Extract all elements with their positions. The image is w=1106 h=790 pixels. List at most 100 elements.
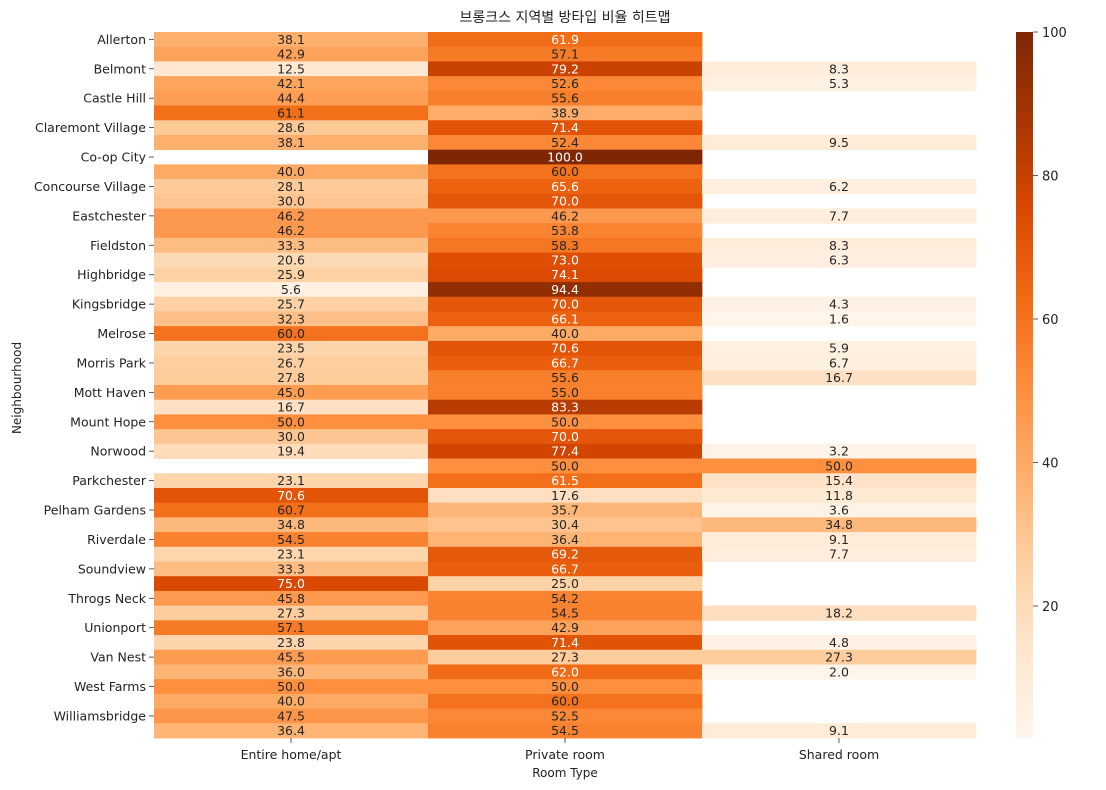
cell-value-labels: 38.1 61.9 42.9 57.1 12.5 79.2 8.3 42.1 52.6 5.3 44… [277, 32, 853, 738]
cell-value-label: 54.5 [551, 723, 579, 738]
cell-value-label: 55.6 [551, 91, 579, 106]
heatmap-cell [428, 76, 703, 92]
heatmap-cell [702, 252, 977, 268]
heatmap-cell [702, 134, 977, 151]
y-tick-label: Throgs Neck [67, 591, 146, 606]
cell-value-label: 27.3 [277, 605, 305, 620]
heatmap-cell [428, 590, 703, 607]
cell-value-label: 27.3 [551, 650, 579, 665]
heatmap-cell [154, 414, 429, 430]
heatmap-cell [154, 385, 429, 401]
heatmap-cell [154, 120, 429, 136]
cell-value-label: 4.8 [829, 635, 849, 650]
colorbar-tick-label: 20 [1042, 600, 1059, 615]
heatmap-cell [154, 223, 429, 239]
x-tick-label: Shared room [799, 747, 879, 762]
heatmap-cell [154, 76, 429, 92]
heatmap-cell [702, 61, 977, 77]
cell-value-label: 23.5 [277, 341, 305, 356]
heatmap-cell [702, 76, 977, 92]
cell-value-label: 46.2 [277, 208, 305, 223]
cell-value-label: 94.4 [551, 282, 579, 297]
heatmap-cell [428, 149, 703, 165]
cell-value-label: 34.8 [277, 517, 305, 532]
heatmap-cell [428, 326, 703, 342]
cell-value-label: 23.1 [277, 547, 305, 562]
heatmap-cell [154, 532, 429, 548]
cell-value-label: 28.1 [277, 179, 305, 194]
cell-value-label: 70.0 [551, 429, 579, 444]
heatmap-cell [428, 693, 703, 709]
x-tick-label: Entire home/apt [241, 747, 342, 762]
cell-value-label: 6.2 [829, 179, 849, 194]
heatmap-cell [428, 487, 703, 504]
heatmap-cell [702, 605, 977, 621]
heatmap-cell [428, 179, 703, 195]
cell-value-label: 30.0 [277, 429, 305, 444]
cell-value-label: 34.8 [825, 517, 853, 532]
heatmap-cell [428, 267, 703, 283]
cell-value-label: 60.0 [277, 326, 305, 341]
cell-value-label: 33.3 [277, 561, 305, 576]
chart-title: 브롱크스 지역별 방타입 비율 히트맵 [460, 10, 671, 26]
heatmap-cell [154, 237, 429, 254]
heatmap-cell [154, 340, 429, 356]
cell-value-label: 70.0 [551, 297, 579, 312]
heatmap-cell [702, 487, 977, 504]
heatmap-cell [702, 370, 977, 386]
heatmap-cell [428, 443, 703, 459]
colorbar [1016, 32, 1033, 738]
heatmap-cell [428, 32, 703, 48]
y-tick-label: Van Nest [90, 650, 146, 665]
cell-value-label: 5.9 [829, 341, 849, 356]
cell-value-label: 8.3 [829, 238, 849, 253]
cell-value-label: 38.1 [277, 32, 305, 47]
heatmap-cell [428, 679, 703, 695]
cell-value-label: 60.0 [551, 164, 579, 179]
cell-value-label: 83.3 [551, 400, 579, 415]
heatmap-cell [428, 546, 703, 562]
cell-value-label: 100.0 [547, 150, 583, 165]
heatmap-cell [702, 458, 977, 474]
heatmap-cell [428, 649, 703, 665]
y-axis-ticks: Allerton Belmont Castle Hill Claremont Vill… [34, 32, 154, 723]
heatmap-cell [428, 223, 703, 239]
x-axis-ticks: Entire home/apt Private room Shared room [241, 738, 879, 762]
heatmap-cell [154, 664, 429, 680]
heatmap-cell [702, 517, 977, 533]
cell-value-label: 57.1 [277, 620, 305, 635]
heatmap-cell [154, 693, 429, 709]
heatmap-cell [428, 340, 703, 356]
heatmap-cell [428, 296, 703, 312]
y-tick-label: Unionport [84, 620, 146, 635]
heatmap-cell [154, 576, 429, 592]
heatmap-cell [154, 208, 429, 224]
heatmap-cell [154, 282, 429, 298]
y-tick-label: Co-op City [81, 150, 147, 165]
x-tick-label: Private room [525, 747, 605, 762]
heatmap-cell [154, 61, 429, 77]
heatmap-cell [154, 399, 429, 415]
heatmap-cell [702, 635, 977, 651]
cell-value-label: 36.4 [277, 723, 305, 738]
y-tick-label: Riverdale [87, 532, 146, 547]
cell-value-label: 55.0 [551, 385, 579, 400]
cell-value-label: 42.1 [277, 76, 305, 91]
cell-value-label: 27.8 [277, 370, 305, 385]
cell-value-label: 40.0 [277, 694, 305, 709]
cell-value-label: 70.6 [277, 488, 305, 503]
cell-value-label: 52.5 [551, 708, 579, 723]
y-axis-label: Neighbourhood [10, 342, 24, 434]
cell-value-label: 7.7 [829, 208, 849, 223]
cell-value-label: 66.7 [551, 561, 579, 576]
cell-value-label: 61.9 [551, 32, 579, 47]
colorbar-tick-label: 100 [1042, 26, 1067, 41]
colorbar-tick-label: 40 [1042, 456, 1059, 471]
cell-value-label: 61.5 [551, 473, 579, 488]
heatmap-cell [702, 649, 977, 665]
cell-value-label: 32.3 [277, 311, 305, 326]
cell-value-label: 5.3 [829, 76, 849, 91]
heatmap-cell [428, 134, 703, 151]
heatmap-cell [428, 502, 703, 518]
cell-value-label: 36.4 [551, 532, 579, 547]
